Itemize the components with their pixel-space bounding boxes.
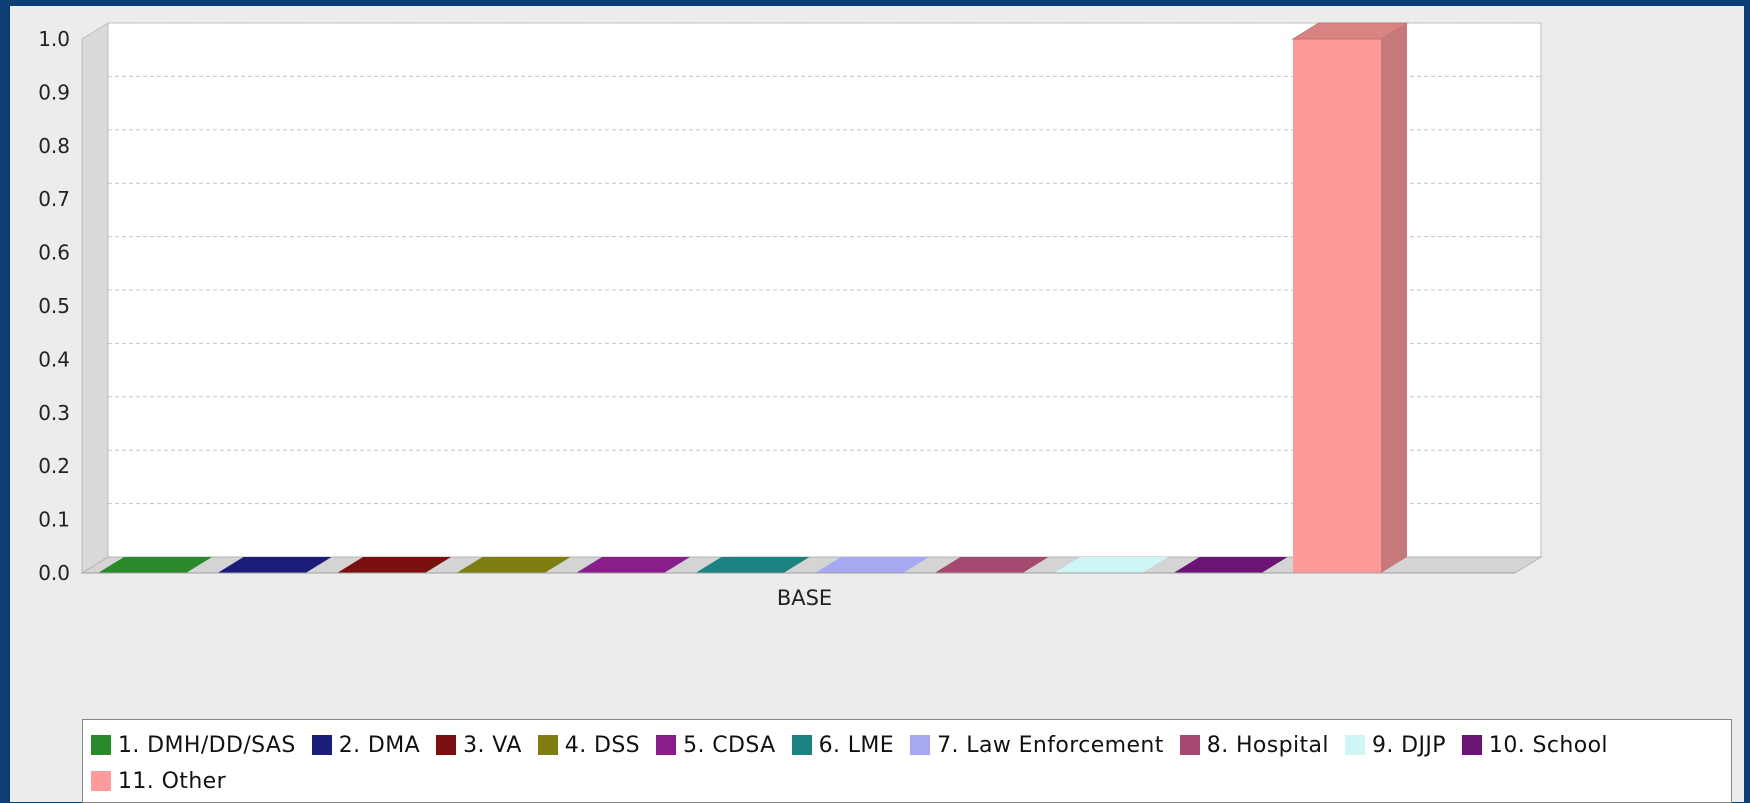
legend-item: 9. DJJP bbox=[1345, 727, 1446, 763]
y-tick-label: 0.9 bbox=[38, 80, 70, 104]
legend-label: 5. CDSA bbox=[683, 733, 776, 758]
legend-label: 10. School bbox=[1489, 733, 1608, 758]
y-tick-label: 1.0 bbox=[38, 27, 70, 51]
legend-swatch bbox=[1462, 735, 1482, 755]
bar bbox=[1293, 39, 1381, 573]
chart-panel: 0.0 0.1 0.2 0.3 0.4 0.5 0.6 0.7 0.8 0.9 1.0 BASE 1.… bbox=[10, 6, 1744, 802]
y-tick-label: 0.7 bbox=[38, 187, 70, 211]
bar-chart: 0.0 0.1 0.2 0.3 0.4 0.5 0.6 0.7 0.8 0.9 1.0 BASE bbox=[10, 6, 1744, 718]
y-tick-label: 0.3 bbox=[38, 401, 70, 425]
legend-label: 6. LME bbox=[819, 733, 895, 758]
legend-swatch bbox=[910, 735, 930, 755]
legend-item: 11. Other bbox=[91, 763, 226, 799]
legend-item: 4. DSS bbox=[538, 727, 640, 763]
legend-swatch bbox=[1345, 735, 1365, 755]
legend: 1. DMH/DD/SAS 2. DMA 3. VA 4. DSS 5. CDSA 6. … bbox=[82, 719, 1732, 803]
legend-swatch bbox=[312, 735, 332, 755]
legend-label: 1. DMH/DD/SAS bbox=[118, 733, 296, 758]
legend-item: 7. Law Enforcement bbox=[910, 727, 1164, 763]
legend-label: 11. Other bbox=[118, 769, 226, 794]
bar-side bbox=[1381, 23, 1407, 573]
legend-swatch bbox=[91, 735, 111, 755]
legend-item: 8. Hospital bbox=[1180, 727, 1329, 763]
y-tick-label: 0.6 bbox=[38, 241, 70, 265]
legend-label: 3. VA bbox=[463, 733, 522, 758]
category-label: BASE bbox=[777, 586, 832, 610]
y-tick-label: 0.5 bbox=[38, 294, 70, 318]
legend-swatch bbox=[656, 735, 676, 755]
legend-label: 9. DJJP bbox=[1372, 733, 1446, 758]
legend-label: 7. Law Enforcement bbox=[937, 733, 1164, 758]
legend-swatch bbox=[91, 771, 111, 791]
legend-label: 2. DMA bbox=[339, 733, 420, 758]
y-tick-label: 0.4 bbox=[38, 347, 70, 371]
side-wall bbox=[82, 23, 108, 573]
y-tick-label: 0.8 bbox=[38, 134, 70, 158]
legend-item: 3. VA bbox=[436, 727, 522, 763]
legend-label: 4. DSS bbox=[565, 733, 640, 758]
y-tick-label: 0.0 bbox=[38, 561, 70, 585]
legend-swatch bbox=[792, 735, 812, 755]
y-tick-label: 0.2 bbox=[38, 454, 70, 478]
legend-swatch bbox=[1180, 735, 1200, 755]
legend-swatch bbox=[436, 735, 456, 755]
legend-item: 10. School bbox=[1462, 727, 1608, 763]
y-tick-label: 0.1 bbox=[38, 508, 70, 532]
legend-item: 2. DMA bbox=[312, 727, 420, 763]
legend-swatch bbox=[538, 735, 558, 755]
legend-label: 8. Hospital bbox=[1207, 733, 1329, 758]
legend-item: 6. LME bbox=[792, 727, 895, 763]
legend-item: 5. CDSA bbox=[656, 727, 776, 763]
legend-item: 1. DMH/DD/SAS bbox=[91, 727, 296, 763]
